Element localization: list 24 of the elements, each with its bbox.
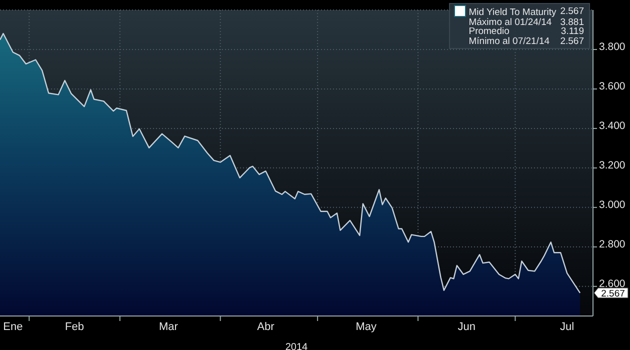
x-tick-label: May [356, 321, 378, 333]
x-tick-label: Jun [458, 321, 476, 333]
annotation: 2.567 [601, 288, 625, 300]
y-tick-label: 2.600 [599, 278, 626, 290]
annotation: 2.567 [560, 36, 584, 46]
x-tick-label: Jul [560, 321, 574, 333]
x-tick-label: Mar [159, 321, 178, 333]
annotation: 2.567 [560, 6, 584, 18]
annotation: Promedio [468, 26, 510, 37]
y-tick-label: 2.800 [599, 238, 626, 251]
y-tick-label: 3.800 [599, 41, 626, 54]
x-axis-title: 2014 [285, 342, 308, 350]
y-tick-label: 3.600 [599, 80, 626, 93]
annotation: 3.881 [560, 16, 584, 28]
annotation: Máximo al 01/24/14 [468, 16, 552, 28]
y-tick-label: 3.200 [599, 160, 626, 172]
x-tick-label: Ene [3, 321, 23, 333]
annotation: Mínimo al 07/21/14 [468, 36, 551, 46]
legend-label: Mid Yield To Maturity [468, 6, 558, 18]
y-tick-label: 3.000 [599, 199, 626, 212]
y-tick-label: 3.400 [599, 120, 626, 132]
x-tick-label: Feb [65, 321, 84, 333]
annotation: 3.119 [560, 26, 584, 37]
x-tick-label: Abr [257, 321, 275, 333]
